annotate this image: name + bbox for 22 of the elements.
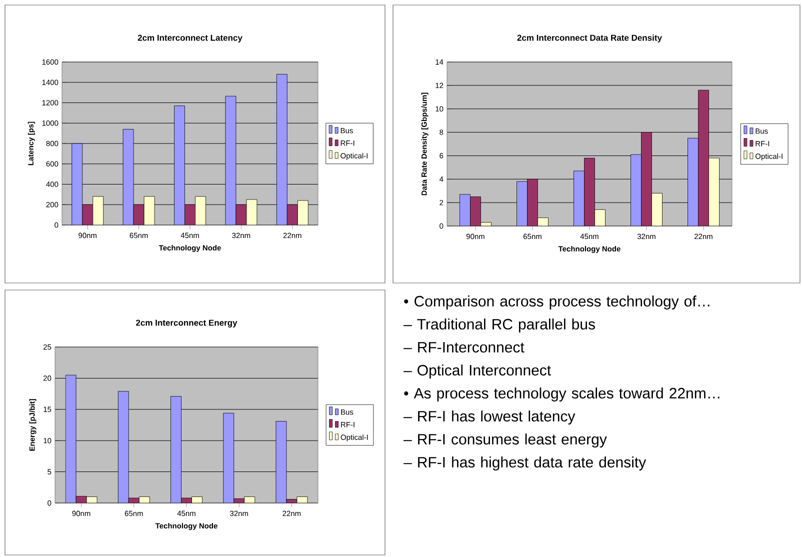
bar	[82, 204, 94, 225]
bar	[286, 204, 298, 225]
bar	[195, 196, 206, 225]
text: • As process technology scales toward 22nm…	[404, 388, 720, 402]
text: – RF-Interconnect	[404, 342, 524, 353]
bar	[184, 204, 196, 225]
chart-title: 2cm Interconnect Data Rate Density	[517, 34, 662, 42]
bar	[688, 138, 698, 226]
bar	[574, 170, 584, 226]
chart-title: 2cm Interconnect Energy	[136, 320, 238, 328]
bar	[630, 154, 642, 226]
text: – RF-I consumes least energy	[404, 434, 607, 448]
chart-title: 2cm Interconnect Latency	[138, 34, 242, 42]
bar	[516, 181, 528, 226]
text: – Optical Interconnect	[404, 364, 551, 379]
text: – RF-I has highest data rate density	[404, 456, 646, 471]
bar	[297, 200, 308, 225]
bar	[92, 196, 104, 225]
text: – RF-I has lowest latency	[404, 410, 576, 425]
bar	[460, 194, 470, 226]
text: • Comparison across process technology of…	[404, 296, 710, 310]
text: – Traditional RC parallel bus	[404, 318, 595, 333]
